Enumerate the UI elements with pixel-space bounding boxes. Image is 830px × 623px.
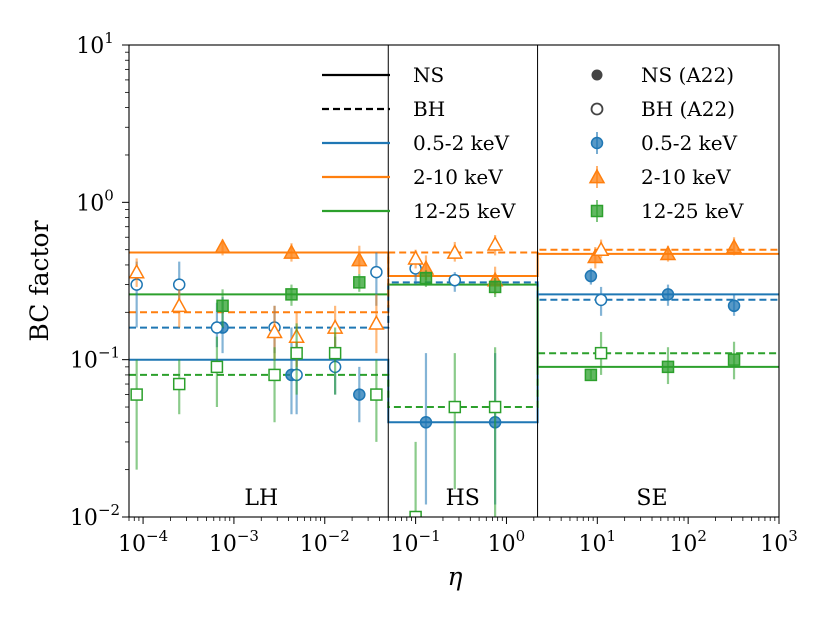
x-tick-label-6: 102 bbox=[669, 527, 707, 557]
legend-line-label-0: NS bbox=[413, 63, 444, 87]
point-hard-ns-7 bbox=[725, 238, 743, 254]
point-hard-ns-5 bbox=[587, 248, 604, 264]
point-vhard-bh-6 bbox=[370, 388, 383, 401]
point-hard-bh-7 bbox=[446, 243, 464, 259]
x-tick-label-2: 10−2 bbox=[300, 527, 350, 557]
step-line-hard-bh bbox=[129, 248, 779, 314]
point-hard-bh-9 bbox=[592, 241, 610, 257]
point-vhard-bh-10 bbox=[594, 346, 608, 360]
point-vhard-ns-3 bbox=[419, 271, 433, 285]
y-tick-label-1: 10−1 bbox=[70, 344, 120, 374]
x-tick-label-0: 10−4 bbox=[118, 527, 168, 557]
point-vhard-bh-0 bbox=[130, 388, 143, 401]
legend-marker-label-1: BH (A22) bbox=[641, 97, 735, 121]
legend-marker-1 bbox=[590, 102, 604, 116]
point-vhard-bh-9 bbox=[488, 400, 502, 414]
point-vhard-ns-5 bbox=[584, 368, 598, 382]
point-vhard-bh-5 bbox=[328, 346, 342, 360]
axes: 10−4 10−3 10−2 10−1 100 101 102 103 10−2 10−1 100 1… bbox=[70, 29, 798, 557]
legend-marker-2 bbox=[590, 136, 604, 150]
legend-marker-label-0: NS (A22) bbox=[641, 63, 734, 87]
point-hard-ns-6 bbox=[659, 245, 677, 261]
legend-marker-4 bbox=[590, 204, 604, 218]
region-label-se: SE bbox=[636, 486, 667, 511]
point-vhard-bh-7 bbox=[409, 510, 422, 517]
point-vhard-bh-2 bbox=[210, 360, 224, 374]
point-soft-bh-2 bbox=[210, 321, 224, 334]
point-soft-ns-6 bbox=[661, 288, 675, 301]
step-line-soft-bh bbox=[129, 281, 779, 329]
step-line-hard-ns bbox=[129, 251, 779, 277]
point-vhard-ns-4 bbox=[488, 280, 502, 294]
point-hard-bh-6 bbox=[407, 249, 424, 265]
point-soft-bh-6 bbox=[370, 265, 383, 279]
x-tick-label-3: 10−1 bbox=[391, 527, 441, 557]
legend-line-label-1: BH bbox=[413, 97, 445, 121]
y-axis-label: BC factor bbox=[25, 220, 54, 341]
point-soft-bh-9 bbox=[594, 293, 608, 307]
y-tick-label-0: 10−2 bbox=[70, 501, 120, 531]
point-hard-bh-8 bbox=[486, 235, 504, 251]
region-label-hs: HS bbox=[446, 486, 480, 511]
step-line-vhard-ns bbox=[129, 283, 779, 368]
x-tick-label-5: 101 bbox=[579, 527, 617, 557]
x-tick-label-7: 103 bbox=[760, 527, 798, 557]
point-soft-ns-3 bbox=[419, 416, 433, 429]
point-hard-ns-1 bbox=[283, 243, 300, 259]
step-line-soft-ns bbox=[129, 293, 779, 424]
point-soft-bh-8 bbox=[448, 273, 462, 287]
point-vhard-ns-1 bbox=[285, 288, 298, 301]
legend-line-label-4: 12-25 keV bbox=[413, 199, 516, 223]
step-lines bbox=[129, 248, 779, 424]
point-vhard-bh-1 bbox=[172, 377, 186, 391]
point-vhard-bh-4 bbox=[290, 346, 303, 360]
region-label-lh: LH bbox=[244, 486, 278, 511]
point-hard-bh-5 bbox=[368, 314, 385, 330]
legend-marker-label-4: 12-25 keV bbox=[641, 199, 744, 223]
point-soft-ns-2 bbox=[353, 388, 366, 401]
state-boundaries bbox=[387, 45, 539, 517]
legend-marker-label-2: 0.5-2 keV bbox=[641, 131, 738, 155]
point-vhard-bh-8 bbox=[448, 400, 462, 414]
y-tick-label-3: 101 bbox=[76, 29, 114, 59]
legend-line-label-3: 2-10 keV bbox=[413, 165, 503, 189]
point-hard-ns-0 bbox=[214, 238, 231, 254]
point-hard-bh-1 bbox=[170, 297, 188, 313]
legend-marker-3 bbox=[588, 168, 606, 184]
plot-frame bbox=[128, 44, 780, 518]
legend-line-label-2: 0.5-2 keV bbox=[413, 131, 510, 155]
point-hard-ns-2 bbox=[351, 251, 368, 267]
x-tick-label-1: 10−3 bbox=[209, 527, 259, 557]
point-hard-bh-2 bbox=[266, 323, 283, 339]
legend: NS BH 0.5-2 keV 2-10 keV 12-25 keV NS (A22) BH… bbox=[322, 63, 744, 223]
point-soft-ns-7 bbox=[727, 299, 741, 313]
region-labels: LH HS SE bbox=[244, 486, 667, 511]
point-vhard-ns-7 bbox=[727, 353, 741, 366]
point-vhard-ns-6 bbox=[661, 360, 675, 374]
point-vhard-ns-2 bbox=[353, 276, 366, 289]
point-vhard-ns-0 bbox=[216, 299, 229, 313]
point-soft-ns-5 bbox=[584, 269, 598, 283]
x-axis-label: η bbox=[448, 562, 463, 591]
step-line-vhard-bh bbox=[129, 352, 779, 408]
x-tick-label-4: 100 bbox=[488, 527, 526, 557]
data-points bbox=[129, 234, 743, 517]
point-vhard-bh-3 bbox=[268, 368, 281, 382]
legend-marker-label-3: 2-10 keV bbox=[641, 165, 731, 189]
legend-marker-0 bbox=[591, 69, 603, 81]
point-hard-bh-0 bbox=[129, 263, 145, 279]
y-tick-label-2: 100 bbox=[76, 186, 114, 216]
point-soft-bh-1 bbox=[172, 278, 186, 291]
